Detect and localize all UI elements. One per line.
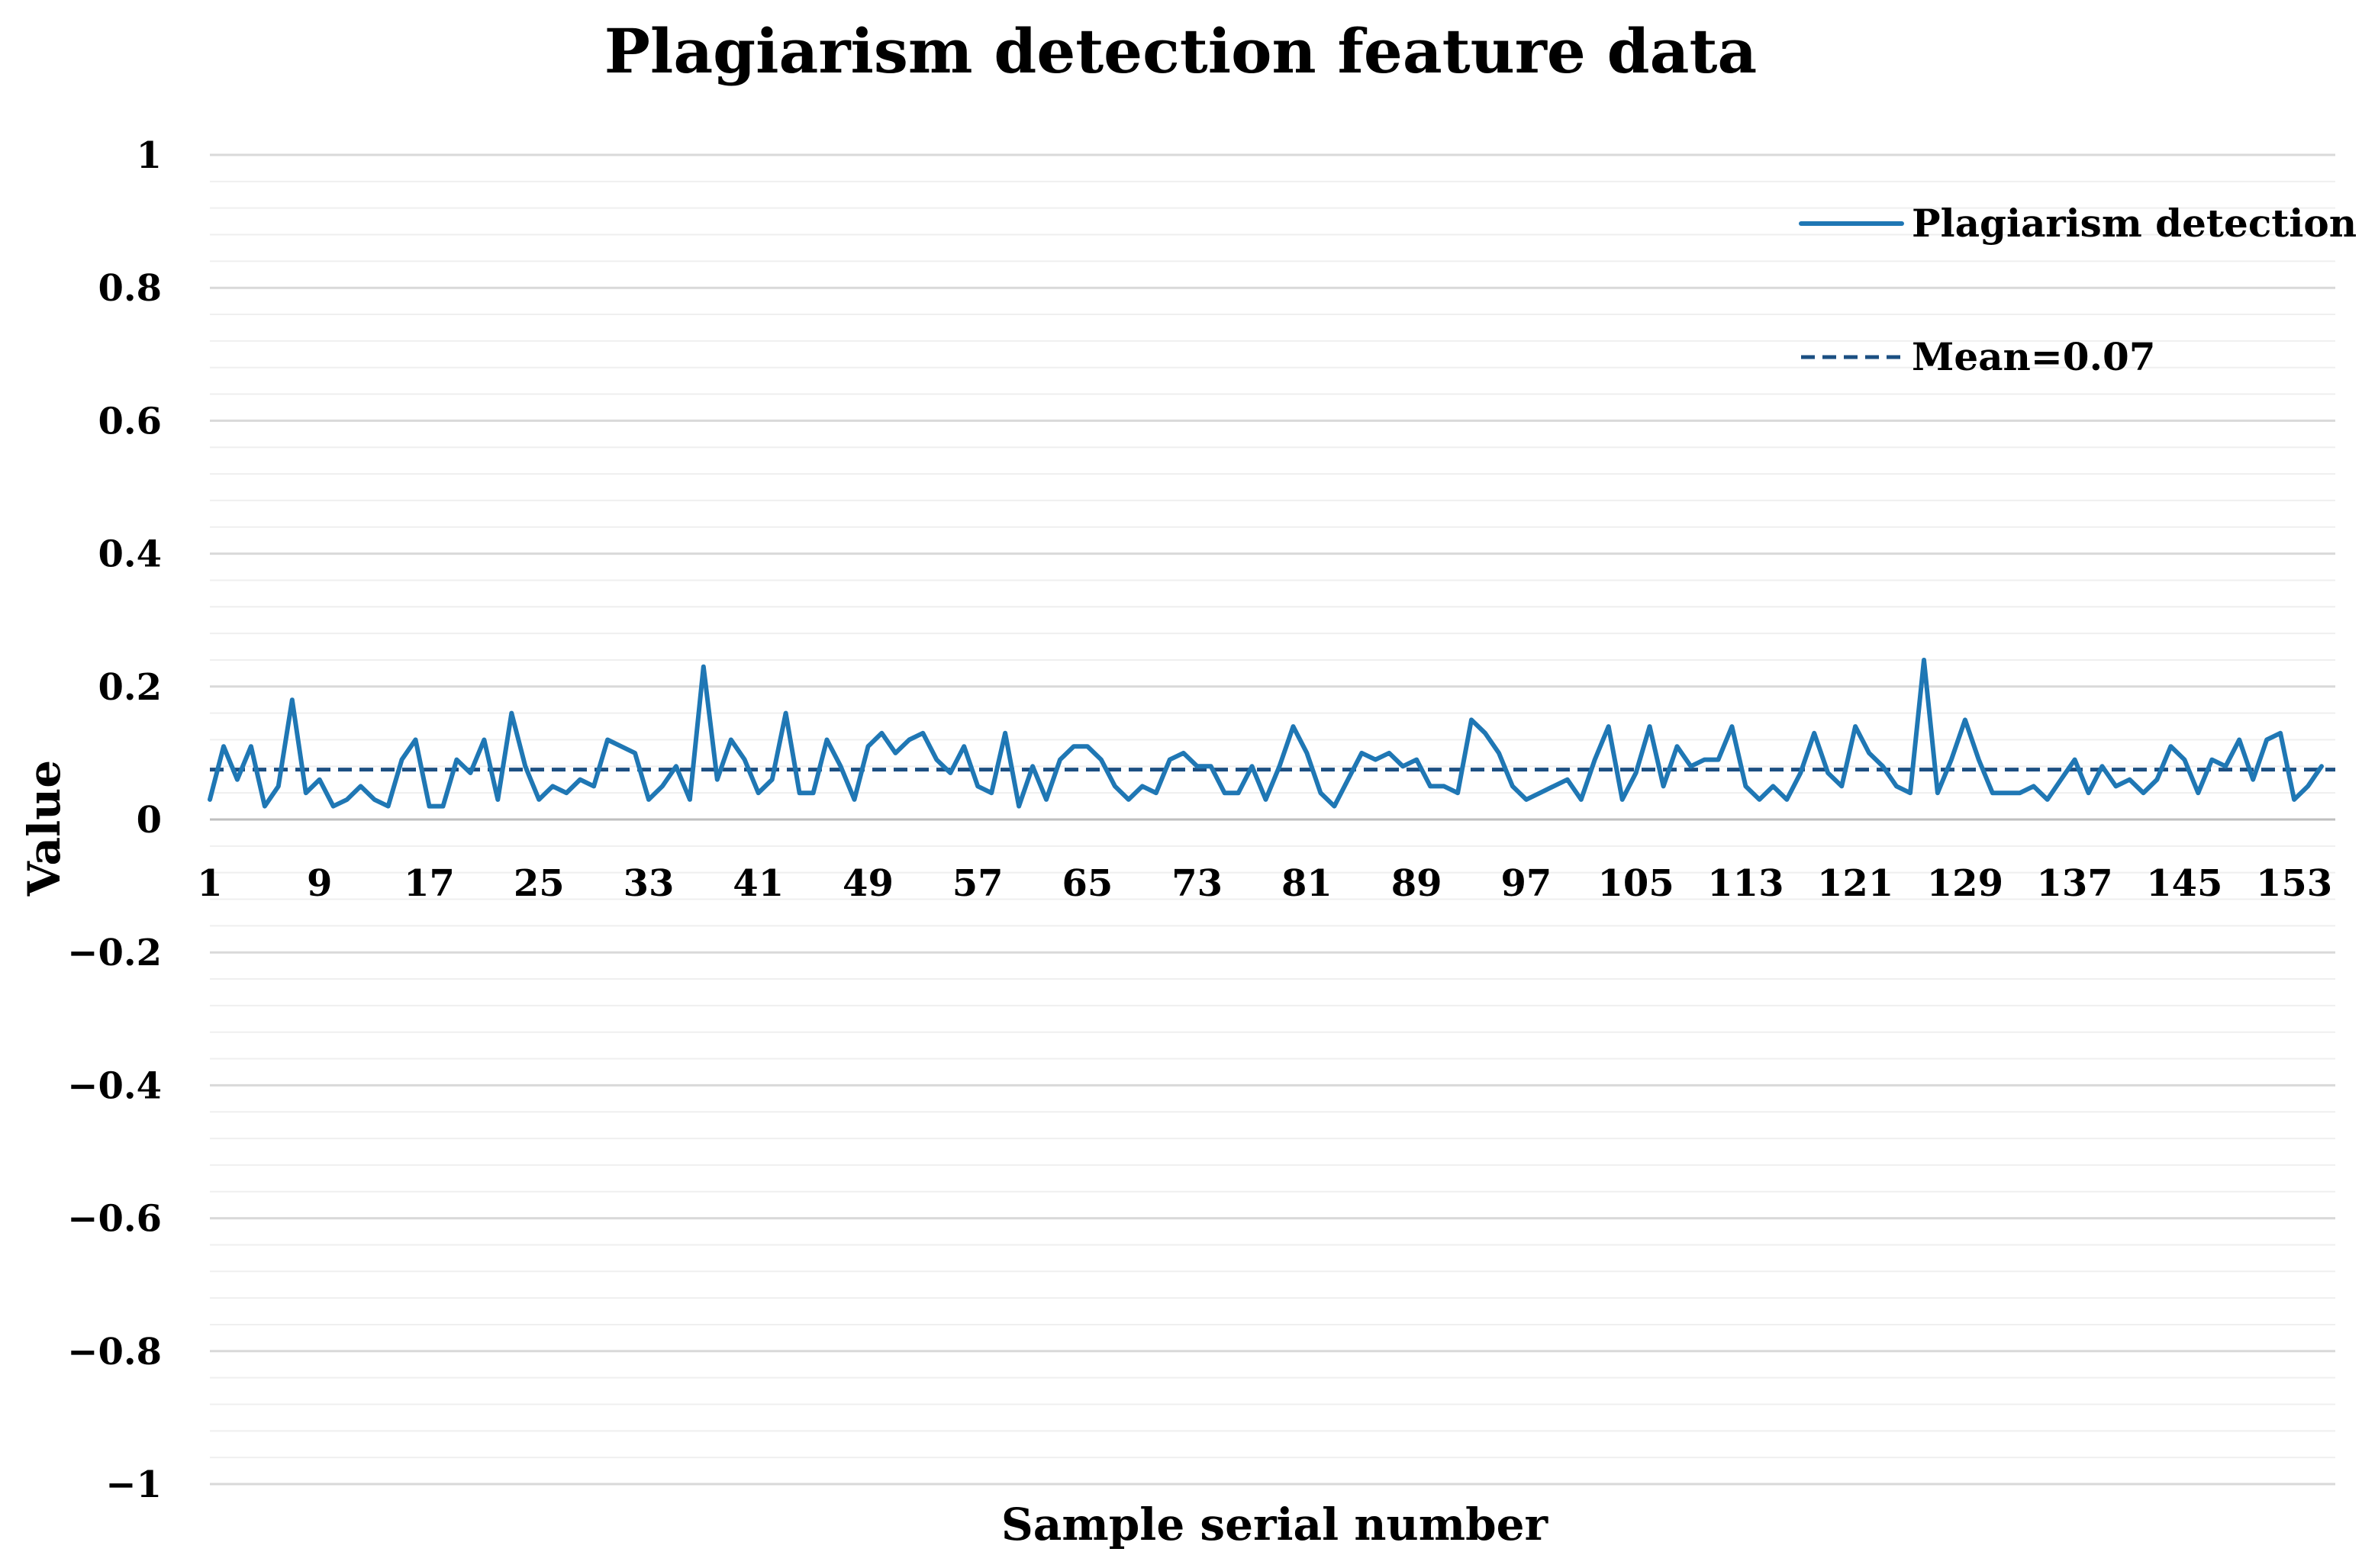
- x-tick-label: 17: [404, 862, 455, 905]
- x-tick-label: 121: [1817, 862, 1893, 905]
- x-tick-label: 89: [1391, 862, 1442, 905]
- y-tick-label: 0.6: [98, 400, 162, 443]
- x-tick-label: 105: [1598, 862, 1674, 905]
- series-line-plagiarism-detection: [208, 658, 2324, 809]
- chart-title: Plagiarism detection feature data: [604, 15, 1757, 87]
- y-tick-label: 1: [137, 134, 162, 177]
- x-tick-label: 81: [1281, 862, 1332, 905]
- legend: Plagiarism detection Mean=0.07: [1799, 201, 2357, 379]
- legend-label-mean: Mean=0.07: [1912, 334, 2156, 379]
- y-tick-label: −0.2: [67, 932, 162, 974]
- gridlines: [210, 153, 2335, 1486]
- y-tick-label: 0.8: [98, 267, 162, 310]
- x-tick-label: 57: [952, 862, 1004, 905]
- x-tick-label: 65: [1062, 862, 1113, 905]
- x-tick-label: 113: [1707, 862, 1784, 905]
- y-tick-label: 0.2: [98, 666, 162, 709]
- x-tick-label: 25: [514, 862, 565, 905]
- x-tick-label: 153: [2256, 862, 2332, 905]
- x-tick-label: 145: [2146, 862, 2222, 905]
- x-tick-label: 73: [1171, 862, 1223, 905]
- x-axis-ticks: 1 9 17 25 33 41 49 57 65 73 81 89 97 105 113 121 129 137 1…: [197, 862, 2332, 905]
- x-tick-label: 1: [197, 862, 222, 905]
- x-tick-label: 137: [2037, 862, 2113, 905]
- y-tick-label: −0.4: [67, 1064, 162, 1107]
- x-tick-label: 129: [1927, 862, 2003, 905]
- x-tick-label: 97: [1501, 862, 1552, 905]
- y-tick-label: 0: [137, 799, 162, 842]
- y-tick-label: −0.6: [67, 1198, 162, 1241]
- x-tick-label: 9: [307, 862, 332, 905]
- x-tick-label: 49: [843, 862, 894, 905]
- y-tick-label: −0.8: [67, 1331, 162, 1373]
- x-tick-label: 41: [733, 862, 784, 905]
- x-tick-label: 33: [624, 862, 675, 905]
- y-tick-label: −1: [105, 1463, 162, 1506]
- x-axis-title: Sample serial number: [1001, 1499, 1549, 1550]
- legend-label-plagiarism-detection: Plagiarism detection: [1912, 201, 2357, 246]
- series-layer: [208, 658, 2324, 809]
- y-tick-label: 0.4: [98, 533, 162, 576]
- y-axis-title: Value: [18, 760, 70, 897]
- y-axis-ticks: 1 0.8 0.6 0.4 0.2 0 −0.2 −0.4 −0.6 −0.8 −1: [67, 134, 162, 1506]
